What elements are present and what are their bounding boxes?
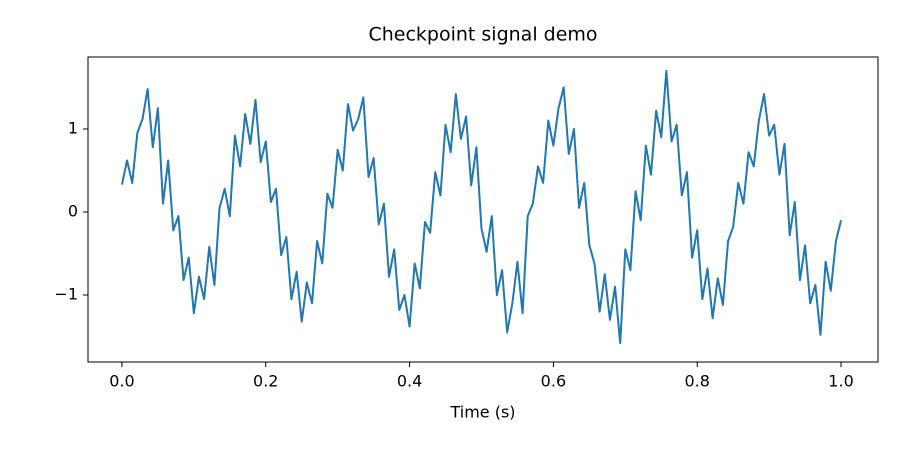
y-tick-label: −1 bbox=[54, 285, 78, 304]
chart-title: Checkpoint signal demo bbox=[368, 24, 597, 46]
x-tick-label: 0.4 bbox=[397, 372, 422, 391]
y-tick-label: 1 bbox=[68, 118, 78, 137]
plot-frame bbox=[87, 56, 879, 363]
x-tick-label: 0.6 bbox=[541, 372, 566, 391]
x-tick-label: 0.0 bbox=[109, 372, 134, 391]
y-tick-label: 0 bbox=[68, 201, 78, 220]
x-tick-label: 0.8 bbox=[684, 372, 709, 391]
x-tick-label: 0.2 bbox=[253, 372, 278, 391]
x-axis-label: Time (s) bbox=[449, 403, 515, 422]
x-tick-label: 1.0 bbox=[828, 372, 853, 391]
data-line bbox=[120, 69, 843, 345]
